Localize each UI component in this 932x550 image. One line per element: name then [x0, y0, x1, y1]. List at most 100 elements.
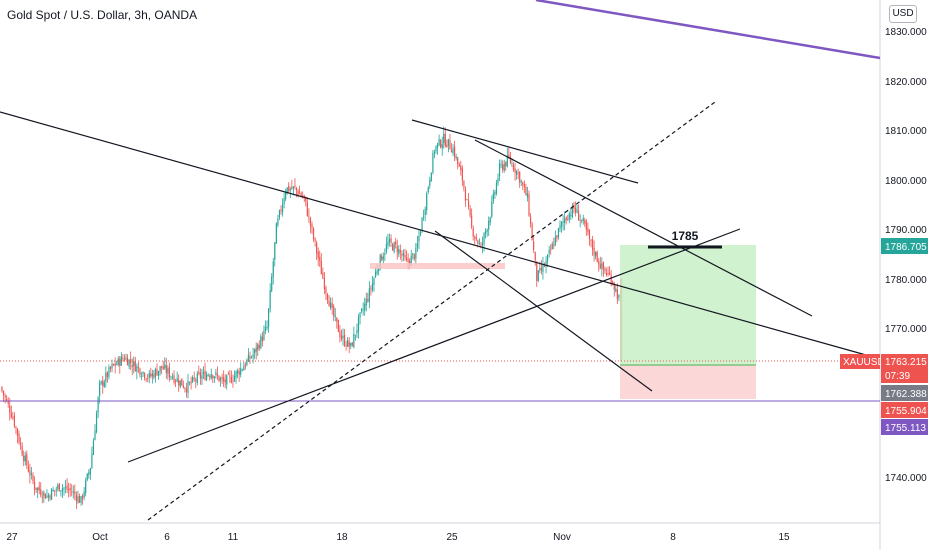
candle-body	[295, 187, 298, 191]
candle-body	[539, 268, 541, 271]
candle-body	[494, 192, 496, 195]
candle-body	[161, 365, 163, 368]
candle-body	[531, 223, 533, 241]
price-axis[interactable]: 1830.000 1820.000 1810.000 1800.000 1790…	[885, 27, 927, 484]
candle-body	[618, 295, 620, 298]
candle-body	[419, 231, 422, 236]
price-tick: 1770.000	[885, 324, 927, 335]
candle-body	[491, 201, 493, 217]
candle-body	[371, 282, 374, 291]
candle-body	[261, 336, 263, 341]
candle-body	[190, 381, 192, 384]
candle-body	[122, 357, 124, 360]
candle-body	[202, 371, 205, 375]
candle-body	[534, 251, 536, 261]
candle-body	[120, 356, 122, 366]
candle-body	[517, 172, 519, 174]
ascending-trendline[interactable]	[127, 228, 741, 463]
candle-body	[562, 221, 564, 223]
loss-zone[interactable]	[620, 365, 756, 399]
candle-body	[216, 373, 219, 376]
chart-title: Gold Spot / U.S. Dollar, 3h, OANDA	[7, 8, 198, 22]
candle-body	[43, 492, 45, 497]
wedge-lower-line[interactable]	[434, 230, 653, 392]
candle-body	[229, 375, 231, 377]
candle-body	[20, 443, 22, 445]
candle-body	[95, 413, 98, 432]
candle-body	[156, 369, 158, 376]
candle-body	[565, 217, 567, 220]
candle-body	[381, 255, 383, 261]
time-tick: 8	[670, 532, 676, 543]
candle-body	[201, 375, 203, 380]
candle-body	[401, 253, 403, 256]
candle-body	[508, 154, 510, 157]
candle-body	[596, 252, 598, 262]
candle-body	[483, 233, 485, 244]
candle-body	[601, 263, 603, 269]
candle-body	[38, 486, 40, 491]
candle-body	[233, 375, 236, 382]
dashed-channel-line[interactable]	[147, 101, 716, 521]
candle-body	[604, 268, 606, 272]
candle-body	[2, 390, 5, 396]
candle-body	[396, 245, 398, 253]
candle-body	[471, 215, 473, 227]
candle-body	[12, 417, 14, 418]
candle-body	[89, 468, 91, 475]
candle-body	[312, 228, 315, 239]
candle-body	[111, 363, 113, 369]
candle-body	[134, 361, 136, 372]
candle-body	[379, 254, 381, 270]
candle-body	[40, 489, 42, 496]
price-tick: 1810.000	[885, 126, 927, 137]
candle-body	[430, 172, 432, 182]
candle-body	[378, 268, 380, 272]
candle-body	[509, 156, 511, 163]
candle-body	[29, 470, 31, 476]
purple-trendline[interactable]	[535, 0, 881, 60]
candle-body	[52, 489, 54, 491]
long-descending-trendline[interactable]	[0, 111, 867, 356]
candle-body	[446, 144, 448, 148]
time-tick: Oct	[92, 532, 108, 543]
candle-body	[21, 445, 23, 456]
candle-body	[410, 255, 412, 266]
candle-body	[331, 303, 333, 308]
candle-body	[294, 185, 296, 187]
candle-body	[488, 220, 490, 230]
candle-body	[281, 204, 284, 213]
time-axis[interactable]: 27 Oct 6 11 18 25 Nov 8 15	[6, 532, 790, 543]
candle-body	[559, 225, 561, 229]
candle-body	[505, 162, 507, 167]
candle-body	[477, 240, 479, 244]
currency-button[interactable]: USD	[889, 5, 917, 23]
candle-body	[435, 146, 437, 152]
candle-body	[207, 375, 209, 376]
candle-body	[243, 366, 245, 371]
candle-body	[64, 487, 67, 488]
candle-body	[165, 365, 167, 374]
upper-wedge-line[interactable]	[411, 119, 639, 184]
candle-body	[232, 381, 234, 382]
candle-body	[117, 358, 119, 365]
candle-body	[543, 265, 546, 267]
candle-body	[252, 354, 254, 358]
candle-body	[382, 256, 384, 260]
candle-body	[503, 163, 505, 171]
trend-lines[interactable]	[0, 0, 881, 521]
candle-body	[82, 495, 84, 499]
candle-body	[612, 281, 614, 285]
candle-body	[223, 377, 225, 382]
candle-body	[392, 244, 394, 251]
wedge-resistance-line[interactable]	[474, 139, 813, 317]
candle-body	[286, 187, 288, 194]
candle-body	[74, 491, 76, 495]
candle-body	[175, 380, 177, 382]
candle-body	[492, 193, 494, 202]
candle-body	[99, 382, 101, 397]
candle-body	[602, 262, 604, 270]
candle-body	[348, 341, 350, 347]
candle-body	[444, 133, 446, 146]
